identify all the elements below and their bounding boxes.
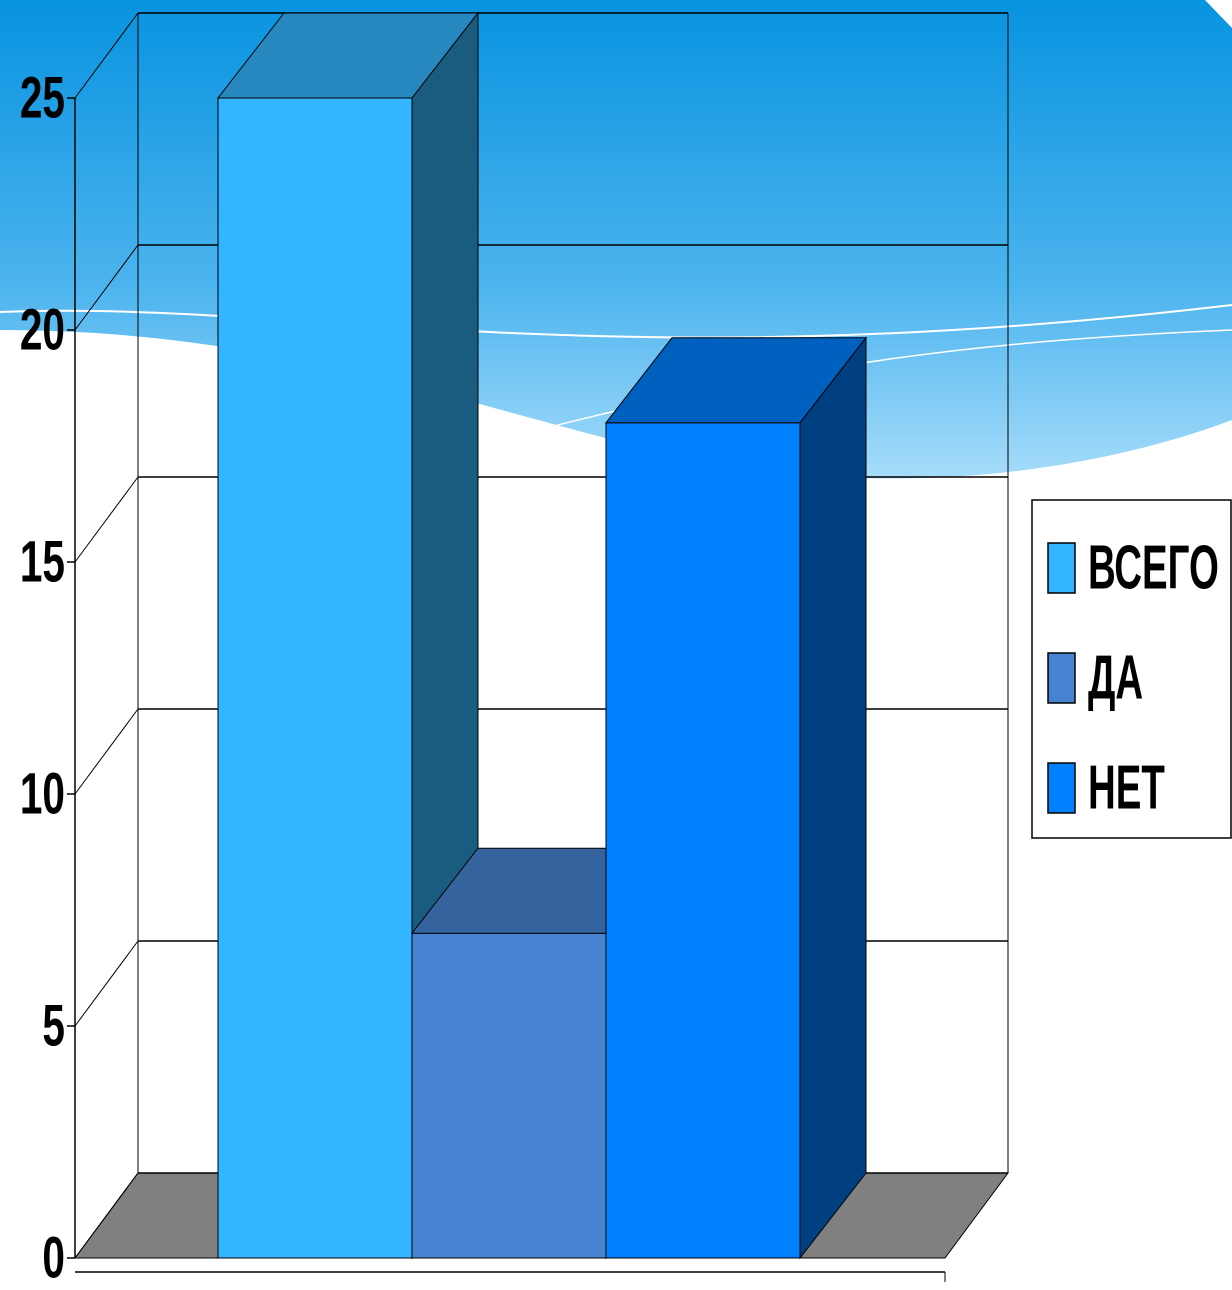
- y-tick-label: 15: [20, 529, 65, 594]
- grid-line-side: [75, 941, 138, 1026]
- page: 0510152025 ВСЕГОДАНЕТ (() => { const dat…: [0, 0, 1232, 1290]
- grid-line-side: [75, 709, 138, 794]
- y-tick-label: 20: [20, 297, 65, 362]
- bar-front: [606, 423, 800, 1258]
- bar-side: [800, 338, 866, 1258]
- background: [0, 0, 1232, 479]
- y-tick-label: 25: [20, 65, 65, 130]
- legend-label: НЕТ: [1088, 752, 1165, 822]
- bar-front: [218, 98, 412, 1258]
- legend-swatch: [1048, 763, 1075, 813]
- legend-swatch: [1048, 653, 1075, 703]
- y-tick-label: 5: [42, 993, 65, 1058]
- bar-front: [412, 933, 606, 1258]
- y-tick-label: 10: [20, 761, 65, 826]
- legend: ВСЕГО ДА НЕТ: [1032, 500, 1231, 838]
- legend-swatch: [1048, 543, 1075, 593]
- bar: [606, 338, 866, 1258]
- legend-label: ВСЕГО: [1088, 532, 1219, 602]
- y-tick-label: 0: [42, 1225, 65, 1290]
- legend-label: ДА: [1088, 642, 1143, 712]
- grid-line-side: [75, 477, 138, 562]
- chart: 0 5 10 15 20 25 ВСЕГО ДА НЕТ: [0, 0, 1232, 1290]
